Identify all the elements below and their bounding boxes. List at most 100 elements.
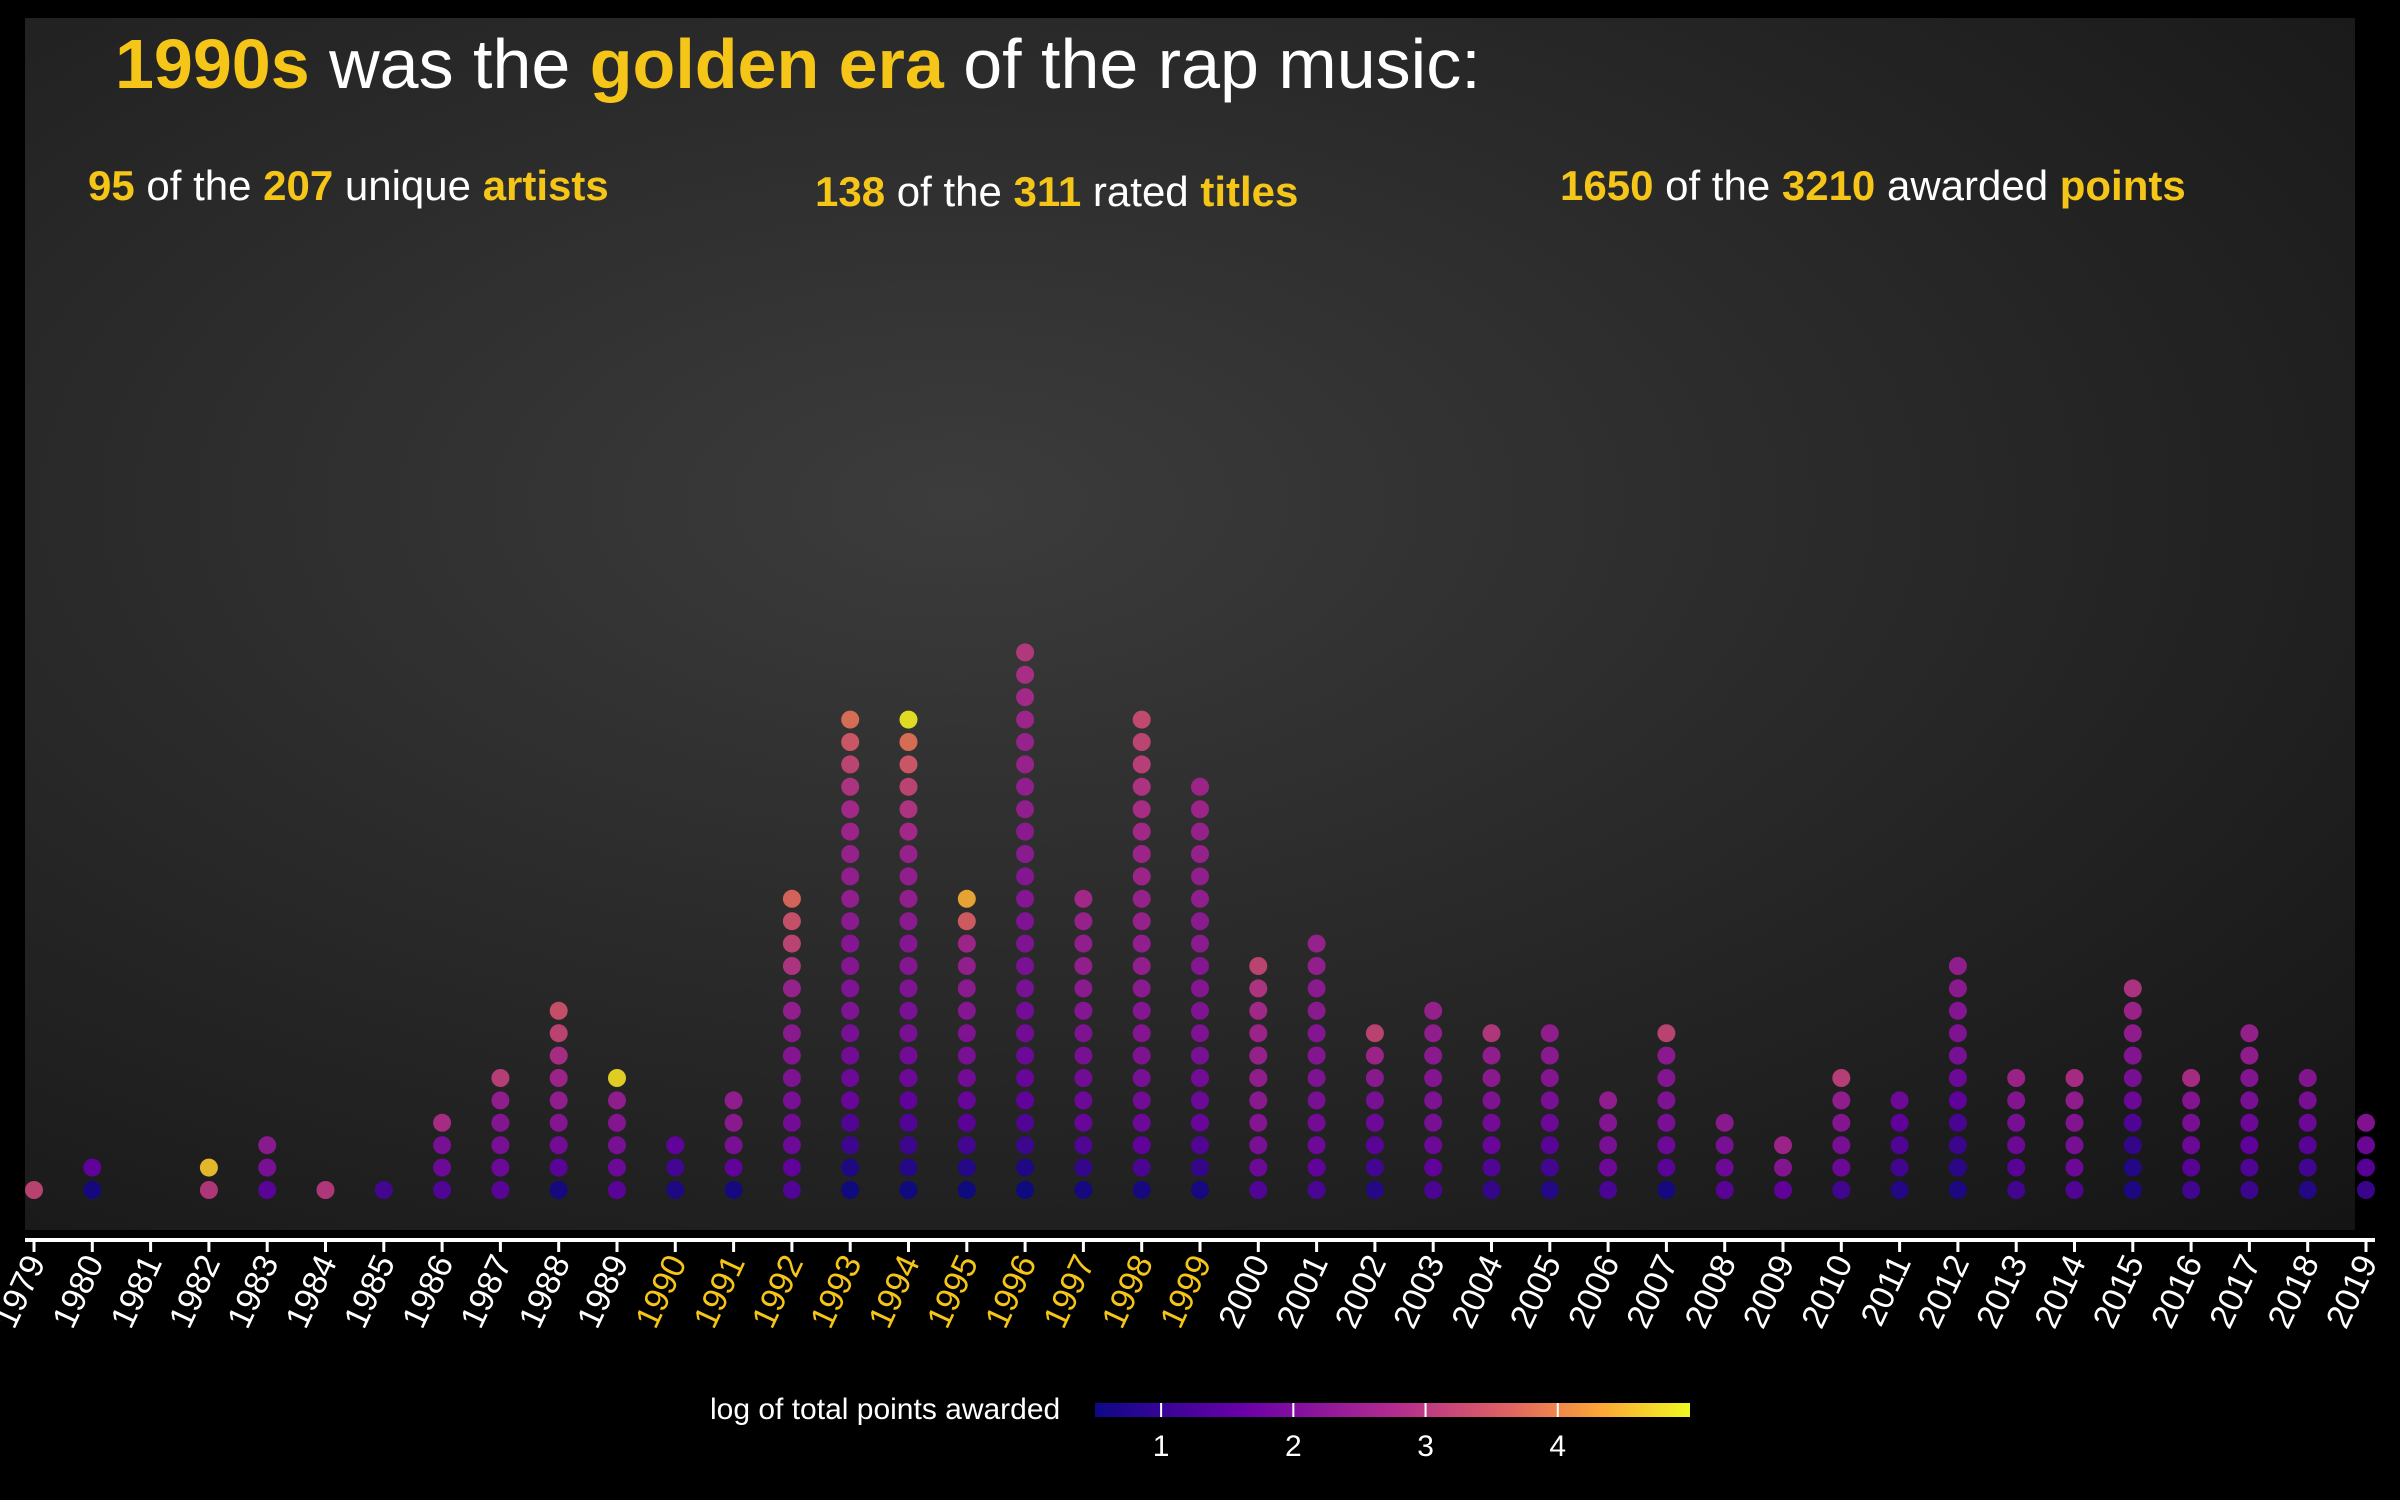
- dot-2008-2: [1715, 1158, 1734, 1177]
- dot-1994-7: [899, 1046, 918, 1065]
- dot-2018-3: [2298, 1136, 2317, 1155]
- dot-1999-9: [1191, 1001, 1209, 1020]
- dot-1999-2: [1191, 1158, 1209, 1177]
- dot-1998-7: [1132, 1046, 1151, 1065]
- dot-2014-4: [2065, 1113, 2084, 1132]
- dots-layer: [25, 643, 2375, 1199]
- dot-2012-2: [1948, 1158, 1967, 1177]
- stat-points-total: 3210: [1781, 162, 1876, 209]
- dot-2010-3: [1832, 1136, 1851, 1155]
- dot-2007-8: [1657, 1024, 1676, 1043]
- dot-1998-2: [1132, 1158, 1151, 1177]
- dot-1994-1: [899, 1181, 918, 1199]
- dot-1988-6: [549, 1069, 568, 1087]
- dot-2003-2: [1424, 1158, 1443, 1177]
- dot-2004-4: [1482, 1113, 1501, 1132]
- dot-2018-6: [2298, 1069, 2317, 1087]
- dot-1983-2: [258, 1158, 277, 1177]
- dot-1994-22: [899, 710, 918, 729]
- dot-2018-4: [2298, 1113, 2317, 1132]
- dot-1999-4: [1191, 1113, 1209, 1132]
- dot-2016-1: [2182, 1181, 2201, 1199]
- dot-2005-3: [1540, 1136, 1559, 1155]
- dot-2008-4: [1715, 1113, 1734, 1132]
- dot-1994-13: [899, 912, 918, 931]
- dot-2002-5: [1365, 1091, 1384, 1110]
- chart-title: 1990s was the golden era of the rap musi…: [115, 24, 1481, 104]
- dot-2011-4: [1890, 1113, 1909, 1132]
- dot-1993-3: [841, 1136, 860, 1155]
- dot-2015-1: [2123, 1181, 2142, 1199]
- stat-titles-total: 311: [1013, 168, 1082, 215]
- x-tick-label-1988: 1988: [512, 1249, 578, 1334]
- dot-2005-5: [1540, 1091, 1559, 1110]
- x-tick-label-2008: 2008: [1678, 1249, 1744, 1334]
- background-collage-panel: [25, 18, 2355, 1230]
- dot-2014-6: [2065, 1069, 2084, 1087]
- dot-2017-5: [2240, 1091, 2259, 1110]
- colorbar-tick-label-1: 1: [1153, 1430, 1170, 1463]
- dot-1991-4: [724, 1113, 743, 1132]
- dot-1991-3: [724, 1136, 743, 1155]
- dot-1994-20: [899, 755, 918, 774]
- dot-1996-16: [1016, 845, 1035, 863]
- x-axis-ticks: 1979198019811982198319841985198619871988…: [0, 1242, 2385, 1334]
- dot-1996-3: [1016, 1136, 1035, 1155]
- dot-1994-21: [899, 733, 918, 751]
- dot-1998-8: [1132, 1024, 1151, 1043]
- stat-artists-text-1: of the: [134, 162, 264, 209]
- dot-2001-9: [1307, 1001, 1326, 1020]
- dot-1995-3: [957, 1136, 976, 1155]
- dot-2000-9: [1249, 1001, 1268, 1020]
- dot-2012-6: [1948, 1069, 1967, 1087]
- dot-1995-9: [957, 1001, 976, 1020]
- dot-2004-3: [1482, 1136, 1501, 1155]
- dot-1987-5: [491, 1091, 510, 1110]
- dot-1996-14: [1016, 889, 1035, 908]
- dot-1984-1: [316, 1181, 335, 1199]
- dot-1996-13: [1016, 912, 1035, 931]
- dot-1999-18: [1191, 800, 1209, 819]
- x-tick-label-2002: 2002: [1328, 1249, 1394, 1334]
- dot-1986-2: [433, 1158, 452, 1177]
- dot-1998-17: [1132, 822, 1151, 841]
- x-tick-label-1992: 1992: [745, 1249, 811, 1334]
- x-tick-label-2004: 2004: [1444, 1249, 1510, 1334]
- dot-2010-5: [1832, 1091, 1851, 1110]
- dot-1983-1: [258, 1181, 277, 1199]
- dot-1998-14: [1132, 889, 1151, 908]
- dot-1994-2: [899, 1158, 918, 1177]
- dot-1997-5: [1074, 1091, 1093, 1110]
- dot-1993-17: [841, 822, 860, 841]
- dot-1987-1: [491, 1181, 510, 1199]
- dot-2018-2: [2298, 1158, 2317, 1177]
- dot-2007-4: [1657, 1113, 1676, 1132]
- dot-2000-6: [1249, 1069, 1268, 1087]
- colorbar-gradient: [1095, 1403, 1690, 1417]
- dot-1998-4: [1132, 1113, 1151, 1132]
- dot-1997-4: [1074, 1113, 1093, 1132]
- dot-1980-1: [83, 1181, 102, 1199]
- dot-2016-5: [2182, 1091, 2201, 1110]
- dot-1988-5: [549, 1091, 568, 1110]
- dot-1995-13: [957, 912, 976, 931]
- x-tick-label-2005: 2005: [1503, 1249, 1569, 1334]
- dot-2015-5: [2123, 1091, 2142, 1110]
- dot-1999-17: [1191, 822, 1209, 841]
- dot-2016-6: [2182, 1069, 2201, 1087]
- dot-1995-8: [957, 1024, 976, 1043]
- dot-1996-8: [1016, 1024, 1035, 1043]
- x-tick-label-1982: 1982: [162, 1249, 228, 1334]
- dot-2005-8: [1540, 1024, 1559, 1043]
- dot-1995-1: [957, 1181, 976, 1199]
- colorbar-tick-label-4: 4: [1549, 1430, 1566, 1463]
- dot-2000-7: [1249, 1046, 1268, 1065]
- dot-1999-3: [1191, 1136, 1209, 1155]
- dot-2016-3: [2182, 1136, 2201, 1155]
- dot-1995-7: [957, 1046, 976, 1065]
- dot-1994-9: [899, 1001, 918, 1020]
- x-tick-label-1999: 1999: [1153, 1249, 1219, 1334]
- stat-artists-count: 95: [88, 162, 135, 209]
- x-tick-label-2000: 2000: [1211, 1249, 1277, 1334]
